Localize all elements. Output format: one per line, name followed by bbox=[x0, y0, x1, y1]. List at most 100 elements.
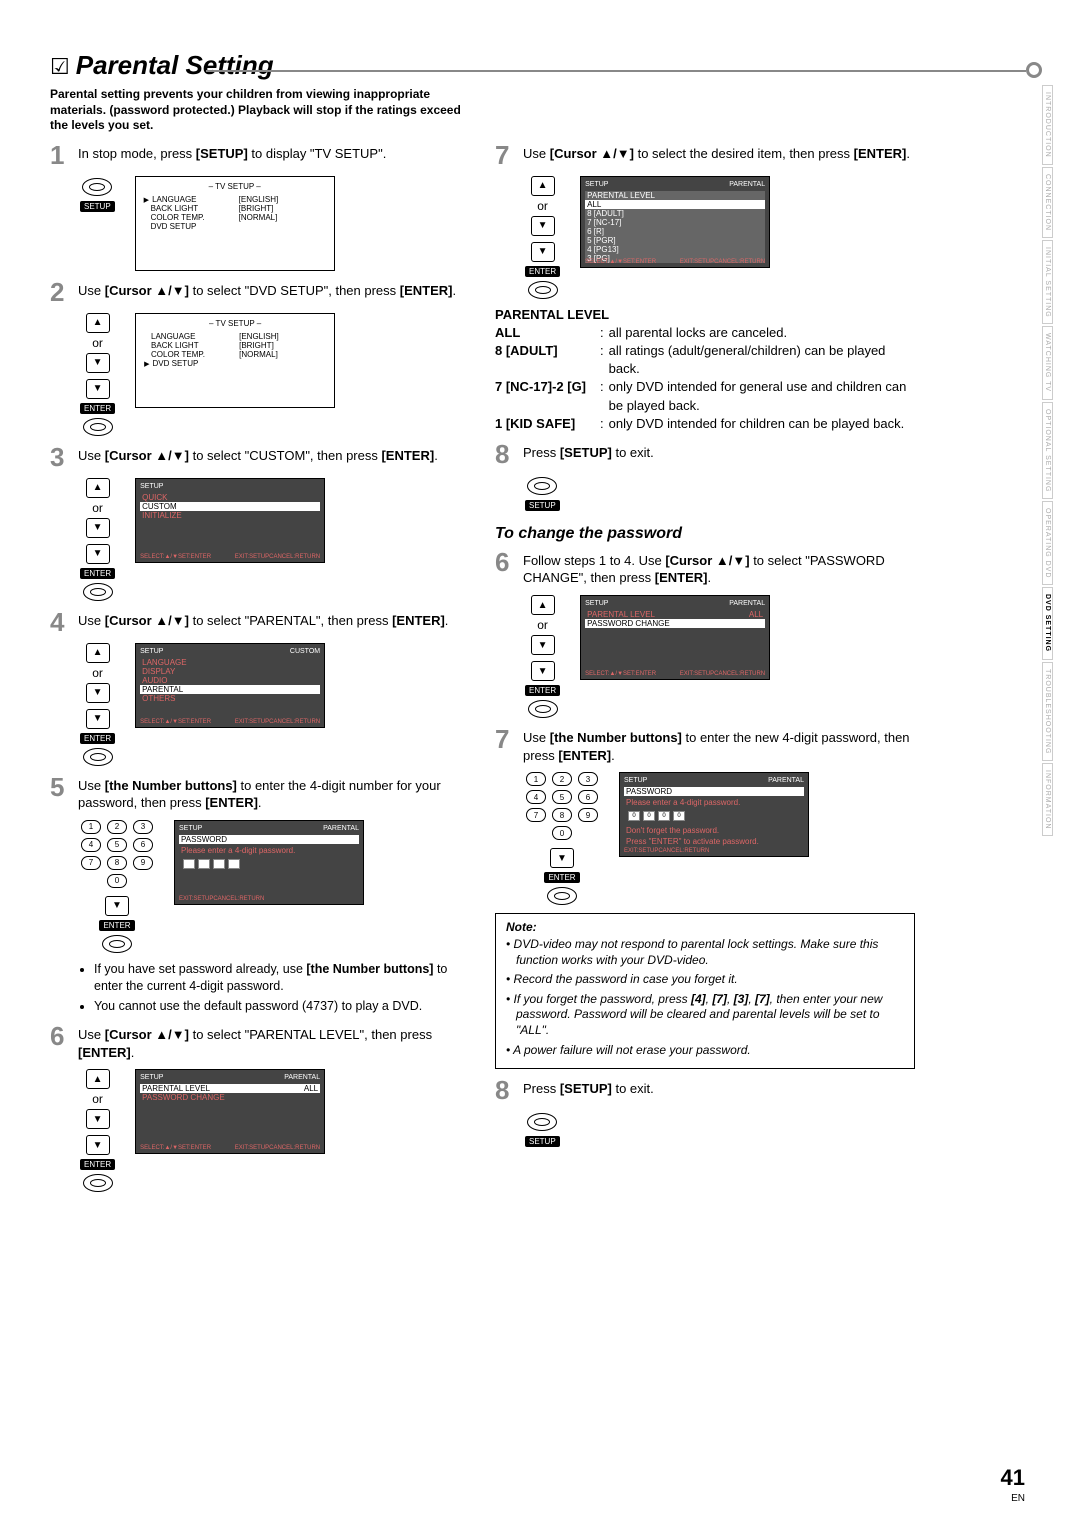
step-8-text: Press [SETUP] to exit. bbox=[523, 441, 915, 462]
numpad-key: 9 bbox=[133, 856, 153, 870]
numpad-key: 2 bbox=[107, 820, 127, 834]
setup-button-icon bbox=[527, 477, 557, 495]
password-screen: SETUPPARENTALPASSWORDPlease enter a 4-di… bbox=[174, 820, 364, 905]
cpw-step-6-num: 6 bbox=[495, 549, 517, 575]
note-list: DVD-video may not respond to parental lo… bbox=[506, 937, 904, 1058]
enter-label: ENTER bbox=[544, 872, 579, 883]
or-label: or bbox=[537, 618, 548, 632]
step-5-num: 5 bbox=[50, 774, 72, 800]
number-pad: 1234567890 bbox=[525, 772, 599, 840]
setup-button-icon bbox=[82, 178, 112, 196]
check-icon: ☑ bbox=[50, 54, 70, 80]
cursor-down-icon: ▼ bbox=[86, 683, 110, 703]
numpad-key: 8 bbox=[552, 808, 572, 822]
step-3-num: 3 bbox=[50, 444, 72, 470]
cpw-step-7-text: Use [the Number buttons] to enter the ne… bbox=[523, 726, 915, 764]
new-password-screen: SETUPPARENTALPASSWORDPlease enter a 4-di… bbox=[619, 772, 809, 857]
cursor-down-icon: ▼ bbox=[86, 709, 110, 729]
side-tab: CONNECTION bbox=[1042, 167, 1053, 238]
number-pad: 1234567890 bbox=[80, 820, 154, 888]
numpad-key: 2 bbox=[552, 772, 572, 786]
numpad-key: 6 bbox=[133, 838, 153, 852]
page-lang: EN bbox=[1011, 1493, 1025, 1504]
cursor-up-icon: ▲ bbox=[86, 313, 110, 333]
step-4-num: 4 bbox=[50, 609, 72, 635]
cursor-down-icon: ▼ bbox=[86, 353, 110, 373]
note-title: Note: bbox=[506, 920, 904, 934]
side-tab: INITIAL SETTING bbox=[1042, 240, 1053, 325]
cpw-step-8-text: Press [SETUP] to exit. bbox=[523, 1077, 915, 1098]
right-column: 7 Use [Cursor ▲/▼] to select the desired… bbox=[495, 142, 915, 1201]
setup-label: SETUP bbox=[525, 1136, 560, 1147]
numpad-key: 1 bbox=[81, 820, 101, 834]
note-box: Note: DVD-video may not respond to paren… bbox=[495, 913, 915, 1069]
or-label: or bbox=[92, 336, 103, 350]
cursor-down-icon: ▼ bbox=[86, 518, 110, 538]
custom-menu-screen: SETUPCUSTOMLANGUAGEDISPLAYAUDIOPARENTALO… bbox=[135, 643, 325, 728]
cursor-up-icon: ▲ bbox=[531, 595, 555, 615]
numpad-key: 6 bbox=[578, 790, 598, 804]
numpad-key: 5 bbox=[107, 838, 127, 852]
side-tab: OPTIONAL SETTING bbox=[1042, 402, 1053, 499]
numpad-key: 5 bbox=[552, 790, 572, 804]
cursor-up-icon: ▲ bbox=[86, 643, 110, 663]
step-2-num: 2 bbox=[50, 279, 72, 305]
numpad-key: 7 bbox=[526, 808, 546, 822]
enter-label: ENTER bbox=[80, 733, 115, 744]
left-column: 1 In stop mode, press [SETUP] to display… bbox=[50, 142, 470, 1201]
numpad-key: 0 bbox=[552, 826, 572, 840]
oval-button-icon bbox=[83, 418, 113, 436]
parental-level-list-screen: SETUPPARENTALPARENTAL LEVELALL8 [ADULT]7… bbox=[580, 176, 770, 268]
oval-button-icon bbox=[83, 748, 113, 766]
cursor-down-icon: ▼ bbox=[86, 1109, 110, 1129]
setup-button-icon bbox=[527, 1113, 557, 1131]
change-password-heading: To change the password bbox=[495, 525, 915, 543]
oval-button-icon bbox=[547, 887, 577, 905]
numpad-key: 8 bbox=[107, 856, 127, 870]
cursor-down-icon: ▼ bbox=[550, 848, 574, 868]
cursor-down-icon: ▼ bbox=[86, 379, 110, 399]
page-title: Parental Setting bbox=[76, 50, 274, 81]
step-1-text: In stop mode, press [SETUP] to display "… bbox=[78, 142, 470, 163]
side-tab: TROUBLESHOOTING bbox=[1042, 662, 1053, 761]
side-tab: DVD SETTING bbox=[1042, 587, 1053, 659]
step-1-num: 1 bbox=[50, 142, 72, 168]
or-label: or bbox=[92, 666, 103, 680]
cpw-step-6-text: Follow steps 1 to 4. Use [Cursor ▲/▼] to… bbox=[523, 549, 915, 587]
intro-text: Parental setting prevents your children … bbox=[50, 87, 480, 134]
side-tab: INFORMATION bbox=[1042, 763, 1053, 836]
enter-label: ENTER bbox=[525, 685, 560, 696]
numpad-key: 4 bbox=[81, 838, 101, 852]
cursor-down-icon: ▼ bbox=[531, 216, 555, 236]
cursor-up-icon: ▲ bbox=[86, 1069, 110, 1089]
step-6-text: Use [Cursor ▲/▼] to select "PARENTAL LEV… bbox=[78, 1023, 470, 1061]
side-tabs: INTRODUCTIONCONNECTIONINITIAL SETTINGWAT… bbox=[1042, 85, 1060, 838]
cursor-down-icon: ▼ bbox=[86, 1135, 110, 1155]
parental-screen: SETUPPARENTALPARENTAL LEVELALLPASSWORD C… bbox=[135, 1069, 325, 1154]
or-label: or bbox=[537, 199, 548, 213]
numpad-key: 3 bbox=[578, 772, 598, 786]
setup-label: SETUP bbox=[525, 500, 560, 511]
header-dot bbox=[1026, 62, 1042, 78]
step-3-text: Use [Cursor ▲/▼] to select "CUSTOM", the… bbox=[78, 444, 470, 465]
step-2-text: Use [Cursor ▲/▼] to select "DVD SETUP", … bbox=[78, 279, 470, 300]
cpw-step-8-num: 8 bbox=[495, 1077, 517, 1103]
step-5-text: Use [the Number buttons] to enter the 4-… bbox=[78, 774, 470, 812]
cursor-up-icon: ▲ bbox=[531, 176, 555, 196]
oval-button-icon bbox=[528, 281, 558, 299]
numpad-key: 1 bbox=[526, 772, 546, 786]
setup-menu-screen: SETUPQUICKCUSTOMINITIALIZESELECT:▲/▼SET:… bbox=[135, 478, 325, 563]
side-tab: INTRODUCTION bbox=[1042, 85, 1053, 165]
numpad-key: 7 bbox=[81, 856, 101, 870]
oval-button-icon bbox=[528, 700, 558, 718]
cursor-down-icon: ▼ bbox=[86, 544, 110, 564]
numpad-key: 3 bbox=[133, 820, 153, 834]
page-number: 41 bbox=[1001, 1465, 1025, 1491]
tv-setup-screen-1: – TV SETUP –▶LANGUAGE[ENGLISH] BACK LIGH… bbox=[135, 176, 335, 271]
parental-level-heading: PARENTAL LEVEL bbox=[495, 307, 915, 322]
step-7-num: 7 bbox=[495, 142, 517, 168]
step-4-text: Use [Cursor ▲/▼] to select "PARENTAL", t… bbox=[78, 609, 470, 630]
step-8-num: 8 bbox=[495, 441, 517, 467]
oval-button-icon bbox=[102, 935, 132, 953]
enter-label: ENTER bbox=[80, 1159, 115, 1170]
